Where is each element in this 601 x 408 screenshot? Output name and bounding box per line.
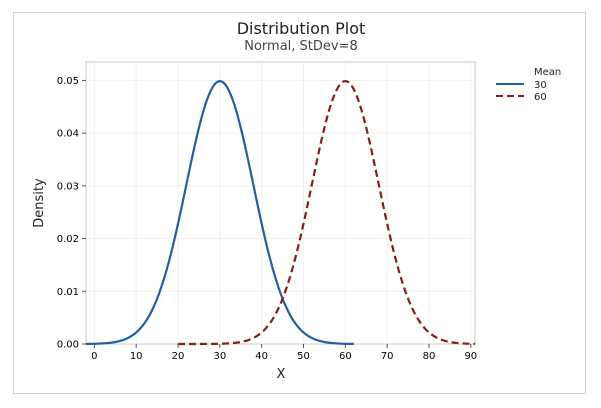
legend-label-mean-30: 30 — [534, 80, 547, 91]
legend-label-mean-60: 60 — [534, 92, 547, 103]
x-axis: 0 10 20 30 40 50 60 70 80 90 — [91, 344, 477, 362]
x-tick-label: 60 — [339, 351, 352, 362]
x-tick-label: 10 — [130, 351, 143, 362]
chart-subtitle: Normal, StDev=8 — [244, 39, 358, 54]
x-tick-label: 50 — [297, 351, 310, 362]
x-tick-label: 80 — [423, 351, 436, 362]
series-layer — [85, 80, 476, 346]
y-tick-label: 0.01 — [57, 287, 79, 298]
y-tick-label: 0.02 — [57, 234, 79, 245]
grid-layer — [86, 62, 475, 344]
y-tick-label: 0.00 — [57, 340, 79, 351]
x-tick-label: 40 — [255, 351, 268, 362]
series-line-mean-30 — [85, 80, 354, 346]
plot-area — [85, 61, 476, 345]
y-axis-label: Density — [32, 178, 47, 228]
y-tick-label: 0.04 — [57, 129, 79, 140]
y-tick-label: 0.05 — [57, 76, 79, 87]
x-tick-label: 90 — [464, 351, 477, 362]
series-line-mean-60 — [178, 80, 476, 346]
x-axis-label: X — [277, 367, 286, 382]
x-tick-label: 30 — [213, 351, 226, 362]
x-tick-label: 70 — [381, 351, 394, 362]
x-tick-label: 20 — [172, 351, 185, 362]
legend-title: Mean — [534, 67, 561, 78]
chart-title: Distribution Plot — [237, 19, 366, 38]
x-tick-label: 0 — [91, 351, 97, 362]
y-axis: 0.00 0.01 0.02 0.03 0.04 0.05 — [57, 76, 86, 351]
legend: Mean 30 60 — [496, 67, 561, 103]
y-tick-label: 0.03 — [57, 181, 79, 192]
